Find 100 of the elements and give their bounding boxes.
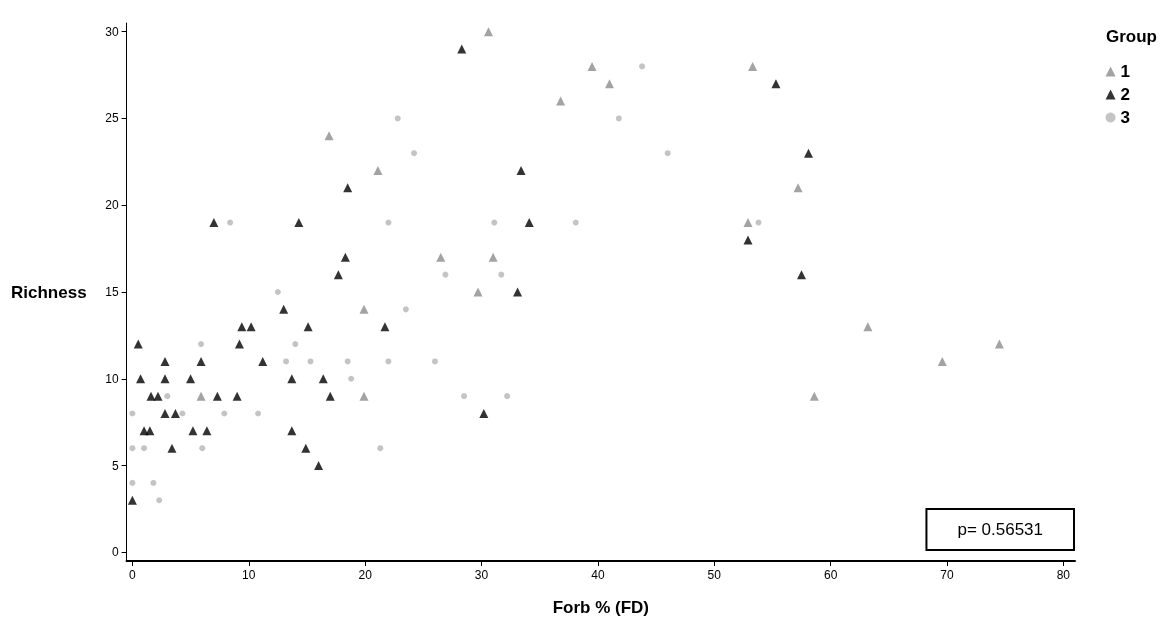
point [199, 445, 206, 452]
point [373, 166, 383, 176]
point [344, 358, 351, 365]
x-tick-label: 30 [474, 568, 489, 582]
point [303, 322, 313, 332]
point [491, 219, 498, 226]
point [160, 356, 170, 366]
point [605, 79, 615, 89]
point [556, 96, 566, 106]
point [863, 322, 873, 332]
point [186, 374, 196, 384]
point [793, 183, 803, 193]
point [179, 410, 186, 417]
point [196, 391, 206, 401]
point [436, 252, 446, 262]
point [167, 443, 177, 453]
point [385, 219, 392, 226]
point [411, 150, 418, 157]
legend-label: 3 [1120, 108, 1131, 127]
point [283, 358, 290, 365]
x-tick-label: 60 [823, 568, 838, 582]
point [153, 391, 163, 401]
point [129, 445, 136, 452]
point [771, 79, 781, 89]
point [324, 131, 334, 141]
point [234, 339, 244, 349]
point [146, 391, 156, 401]
point [587, 61, 597, 71]
point [479, 408, 489, 418]
point [156, 497, 163, 504]
point [198, 341, 205, 348]
x-tick-label: 10 [242, 568, 256, 582]
point [150, 479, 157, 486]
point [333, 270, 343, 280]
point [431, 358, 438, 365]
point [937, 356, 947, 366]
point [809, 391, 819, 401]
point [274, 289, 281, 295]
point [473, 287, 483, 297]
legend-label: 2 [1120, 85, 1131, 104]
x-tick-label: 50 [707, 568, 722, 582]
y-tick-label: 5 [111, 458, 119, 473]
point [377, 445, 384, 452]
point [385, 358, 392, 365]
point [170, 408, 180, 418]
point [461, 393, 468, 400]
point [513, 287, 523, 297]
x-tick-label: 40 [591, 568, 605, 582]
point [639, 63, 646, 70]
point [314, 461, 324, 471]
point [164, 393, 171, 400]
point [301, 443, 311, 453]
point [160, 408, 170, 418]
y-tick-label: 10 [105, 371, 119, 386]
point [292, 341, 299, 348]
point [664, 150, 671, 157]
point [136, 374, 146, 384]
y-tick-label: 25 [105, 111, 119, 126]
point [743, 235, 753, 245]
point [209, 218, 219, 228]
point [294, 218, 304, 228]
point [484, 27, 493, 37]
point [804, 148, 814, 158]
point [457, 44, 467, 54]
point [258, 356, 268, 366]
x-tick-label: 0 [129, 568, 137, 582]
point [141, 445, 148, 452]
y-tick-label: 15 [105, 285, 119, 299]
point [227, 219, 234, 226]
x-tick-label: 20 [358, 568, 373, 582]
y-axis-title: Richness [10, 282, 87, 302]
point [755, 219, 762, 226]
y-tick-label: 30 [105, 24, 119, 39]
point [348, 375, 355, 382]
legend-title: Group [1106, 27, 1158, 46]
point [615, 115, 622, 122]
point [129, 410, 136, 417]
point [340, 252, 350, 262]
point [442, 271, 449, 278]
point [380, 322, 390, 332]
legend-label: 1 [1120, 62, 1131, 81]
point [359, 304, 369, 314]
x-axis-title: Forb % (FD) [552, 598, 649, 617]
point [133, 339, 143, 349]
y-tick-label: 0 [111, 545, 119, 560]
x-tick-label: 80 [1056, 568, 1071, 582]
point [232, 391, 242, 401]
point [516, 166, 526, 176]
point [212, 391, 222, 401]
y-tick-label: 20 [105, 198, 119, 213]
annotation: p= 0.56531 [957, 520, 1044, 539]
point [127, 495, 137, 505]
point [307, 358, 314, 365]
point [498, 271, 505, 278]
point [488, 252, 498, 262]
point [748, 61, 758, 71]
point [246, 322, 256, 332]
point [504, 393, 511, 400]
point [255, 410, 262, 417]
point [160, 374, 170, 384]
